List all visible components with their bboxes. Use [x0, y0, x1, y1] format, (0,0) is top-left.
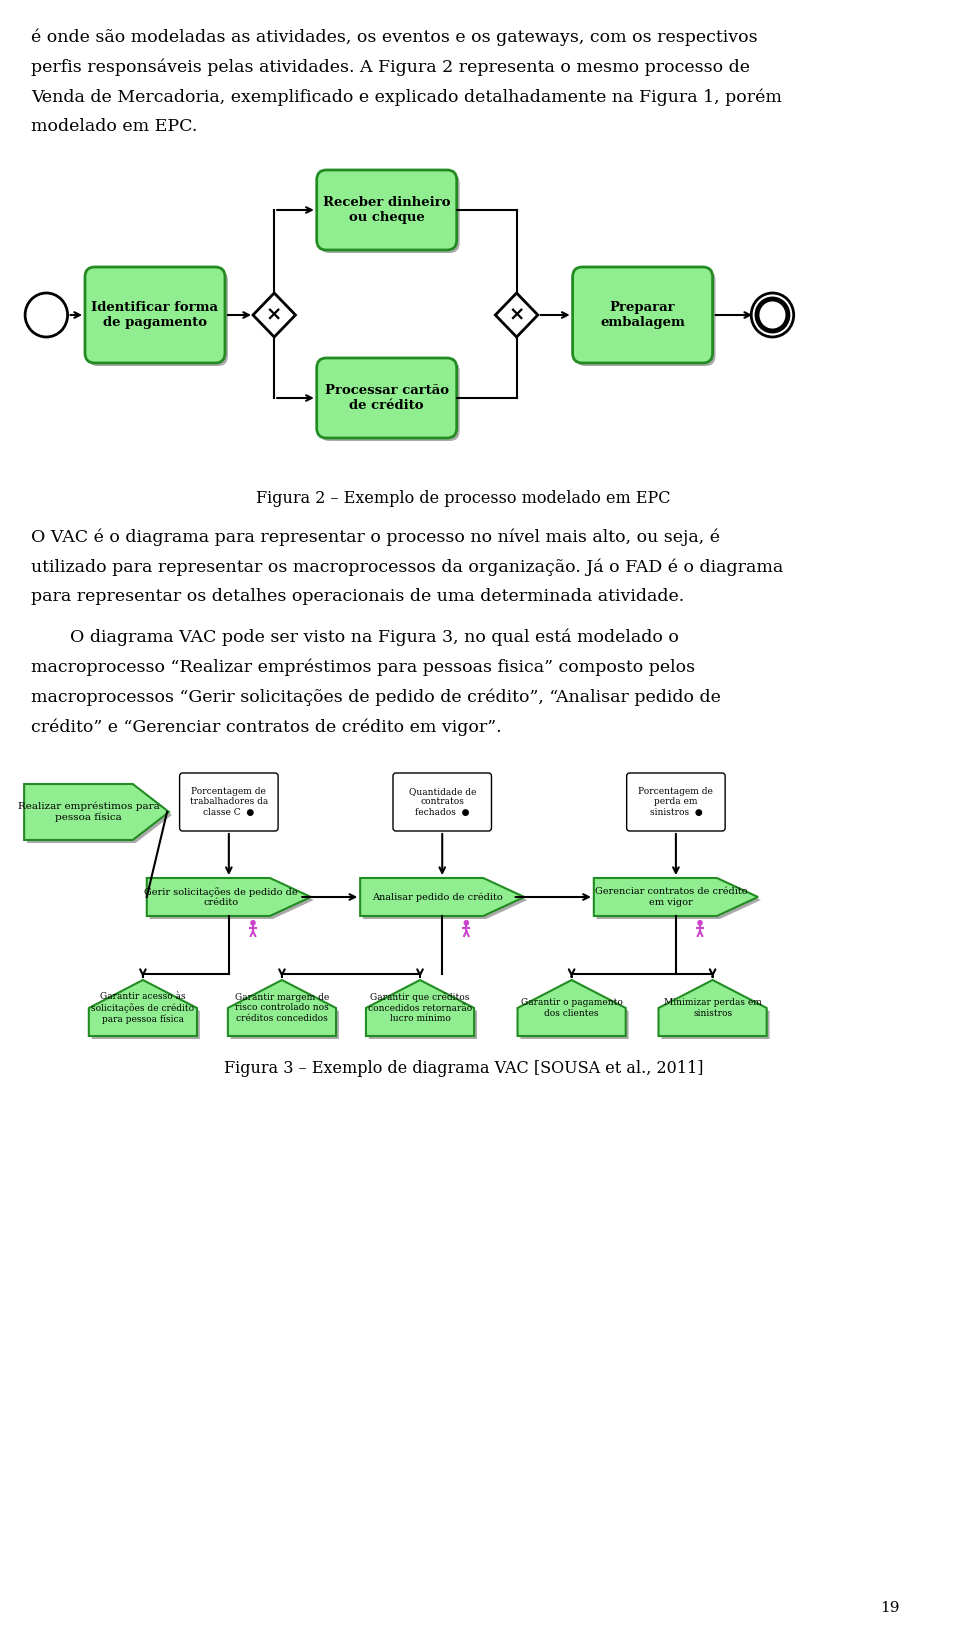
Text: modelado em EPC.: modelado em EPC.	[31, 118, 197, 134]
Polygon shape	[369, 983, 477, 1039]
Polygon shape	[659, 980, 767, 1036]
Text: 19: 19	[880, 1601, 900, 1614]
Text: Garantir margem de
risco controlado nos
créditos concedidos: Garantir margem de risco controlado nos …	[235, 993, 329, 1023]
Text: Processar cartão
de crédito: Processar cartão de crédito	[324, 384, 448, 411]
Polygon shape	[517, 980, 626, 1036]
Polygon shape	[661, 983, 770, 1039]
Text: Analisar pedido de crédito: Analisar pedido de crédito	[372, 892, 503, 901]
Polygon shape	[150, 882, 314, 919]
Text: para representar os detalhes operacionais de uma determinada atividade.: para representar os detalhes operacionai…	[31, 588, 684, 605]
FancyBboxPatch shape	[575, 270, 715, 365]
Polygon shape	[597, 882, 761, 919]
Text: Realizar empréstimos para
pessoa física: Realizar empréstimos para pessoa física	[18, 801, 159, 823]
Circle shape	[698, 921, 702, 924]
Polygon shape	[92, 983, 200, 1039]
FancyBboxPatch shape	[572, 267, 712, 362]
Text: Garantir que créditos
concedidos retornarão
lucro mínimo: Garantir que créditos concedidos retorna…	[368, 993, 472, 1023]
FancyBboxPatch shape	[88, 270, 228, 365]
Text: O diagrama VAC pode ser visto na Figura 3, no qual está modelado o: O diagrama VAC pode ser visto na Figura …	[69, 628, 679, 646]
Polygon shape	[253, 293, 296, 338]
FancyBboxPatch shape	[85, 267, 225, 362]
Polygon shape	[363, 882, 527, 919]
Text: Minimizar perdas em
sinistros: Minimizar perdas em sinistros	[663, 998, 761, 1018]
Text: Receber dinheiro
ou cheque: Receber dinheiro ou cheque	[323, 197, 450, 225]
FancyBboxPatch shape	[180, 774, 278, 831]
Polygon shape	[24, 783, 169, 841]
Circle shape	[757, 298, 788, 331]
Text: O VAC é o diagrama para representar o processo no nível mais alto, ou seja, é: O VAC é o diagrama para representar o pr…	[31, 528, 720, 546]
Text: Garantir o pagamento
dos clientes: Garantir o pagamento dos clientes	[520, 998, 622, 1018]
FancyBboxPatch shape	[317, 357, 457, 438]
Text: crédito” e “Gerenciar contratos de crédito em vigor”.: crédito” e “Gerenciar contratos de crédi…	[31, 718, 501, 736]
Text: utilizado para representar os macroprocessos da organização. Já o FAD é o diagra: utilizado para representar os macroproce…	[31, 557, 783, 575]
Polygon shape	[230, 983, 339, 1039]
Text: ×: ×	[266, 305, 282, 325]
Text: Quantidade de
contratos
fechados  ●: Quantidade de contratos fechados ●	[409, 787, 476, 816]
Text: Identificar forma
de pagamento: Identificar forma de pagamento	[91, 302, 219, 329]
Polygon shape	[495, 293, 538, 338]
Text: Gerenciar contratos de crédito
em vigor: Gerenciar contratos de crédito em vigor	[595, 887, 748, 906]
FancyBboxPatch shape	[320, 361, 460, 441]
Text: é onde são modeladas as atividades, os eventos e os gateways, com os respectivos: é onde são modeladas as atividades, os e…	[31, 28, 757, 46]
Circle shape	[465, 921, 468, 924]
Text: Venda de Mercadoria, exemplificado e explicado detalhadamente na Figura 1, porém: Venda de Mercadoria, exemplificado e exp…	[31, 89, 781, 105]
Polygon shape	[228, 980, 336, 1036]
Text: perfis responsáveis pelas atividades. A Figura 2 representa o mesmo processo de: perfis responsáveis pelas atividades. A …	[31, 57, 750, 75]
FancyBboxPatch shape	[393, 774, 492, 831]
Polygon shape	[366, 980, 474, 1036]
Circle shape	[251, 921, 255, 924]
Text: ×: ×	[509, 305, 525, 325]
FancyBboxPatch shape	[317, 170, 457, 251]
Text: Figura 3 – Exemplo de diagrama VAC [SOUSA et al., 2011]: Figura 3 – Exemplo de diagrama VAC [SOUS…	[224, 1060, 704, 1077]
Text: Porcentagem de
perda em
sinistros  ●: Porcentagem de perda em sinistros ●	[638, 787, 713, 816]
Polygon shape	[147, 879, 311, 916]
Circle shape	[752, 293, 794, 338]
Text: Gerir solicitações de pedido de
crédito: Gerir solicitações de pedido de crédito	[144, 887, 298, 906]
Text: macroprocessos “Gerir solicitações de pedido de crédito”, “Analisar pedido de: macroprocessos “Gerir solicitações de pe…	[31, 688, 721, 705]
Text: Garantir acesso às
solicitações de crédito
para pessoa física: Garantir acesso às solicitações de crédi…	[91, 992, 195, 1024]
FancyBboxPatch shape	[627, 774, 725, 831]
Circle shape	[25, 293, 67, 338]
Polygon shape	[520, 983, 629, 1039]
Text: macroprocesso “Realizar empréstimos para pessoas fisica” composto pelos: macroprocesso “Realizar empréstimos para…	[31, 657, 695, 675]
Polygon shape	[89, 980, 197, 1036]
Polygon shape	[360, 879, 524, 916]
Text: Porcentagem de
trabalhadores da
classe C  ●: Porcentagem de trabalhadores da classe C…	[190, 787, 268, 816]
FancyBboxPatch shape	[320, 174, 460, 252]
Text: Preparar
embalagem: Preparar embalagem	[600, 302, 685, 329]
Polygon shape	[594, 879, 758, 916]
Polygon shape	[27, 787, 172, 842]
Text: Figura 2 – Exemplo de processo modelado em EPC: Figura 2 – Exemplo de processo modelado …	[256, 490, 671, 506]
